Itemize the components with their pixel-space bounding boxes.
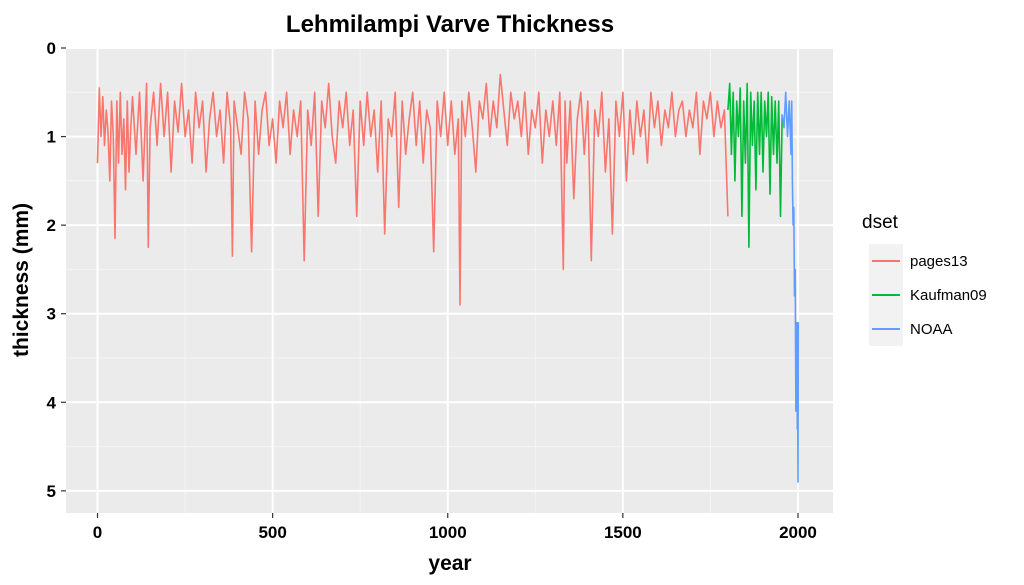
- x-axis-ticks: 0 500 1000 1500 2000: [93, 513, 817, 542]
- y-tick-label: 0: [47, 39, 56, 58]
- legend-label-noaa: NOAA: [910, 321, 953, 338]
- y-axis-ticks: 0 1 2 3 4 5: [47, 39, 66, 501]
- series-line-kaufman09: [727, 82, 783, 249]
- x-tick-label: 2000: [779, 523, 817, 542]
- y-tick-label: 4: [47, 393, 57, 412]
- legend-title: dset: [862, 212, 899, 233]
- x-tick-label: 1500: [604, 523, 642, 542]
- y-tick-label: 2: [47, 216, 56, 235]
- x-tick-label: 0: [93, 523, 102, 542]
- legend: dset pages13 Kaufman09 NOAA: [862, 212, 987, 346]
- x-tick-label: 1000: [429, 523, 467, 542]
- series-line-pages13: [96, 73, 729, 306]
- legend-label-pages13: pages13: [910, 253, 968, 270]
- y-tick-label: 3: [47, 305, 56, 324]
- x-axis-title: year: [428, 552, 471, 575]
- y-axis-title: thickness (mm): [10, 203, 33, 357]
- chart-title: Lehmilampi Varve Thickness: [286, 11, 614, 38]
- y-tick-label: 1: [47, 128, 56, 147]
- legend-label-kaufman09: Kaufman09: [910, 287, 987, 304]
- series-lines: [96, 73, 800, 483]
- x-tick-label: 500: [258, 523, 286, 542]
- y-tick-label: 5: [47, 482, 56, 501]
- series-line-noaa: [781, 91, 800, 483]
